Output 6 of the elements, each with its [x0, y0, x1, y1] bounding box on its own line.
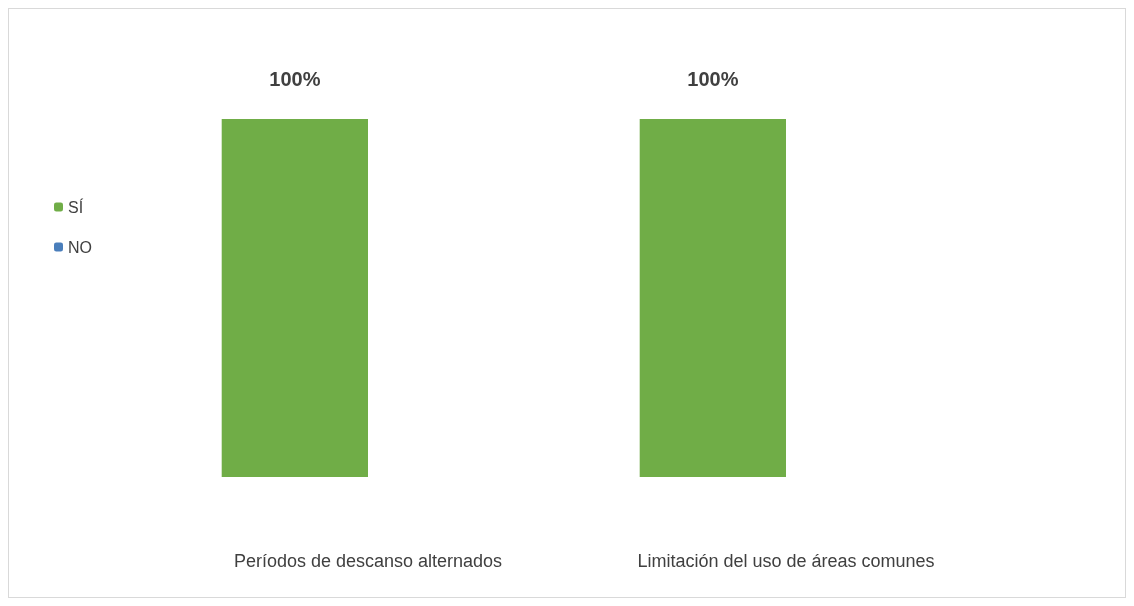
- x-tick-label: Limitación del uso de áreas comunes: [637, 551, 935, 571]
- data-label: 100%: [687, 68, 739, 90]
- x-tick-label: Períodos de descanso alternados: [233, 551, 503, 571]
- legend-label: SÍ: [68, 197, 84, 216]
- data-label: 100%: [269, 68, 321, 90]
- legend-label: NO: [68, 238, 92, 256]
